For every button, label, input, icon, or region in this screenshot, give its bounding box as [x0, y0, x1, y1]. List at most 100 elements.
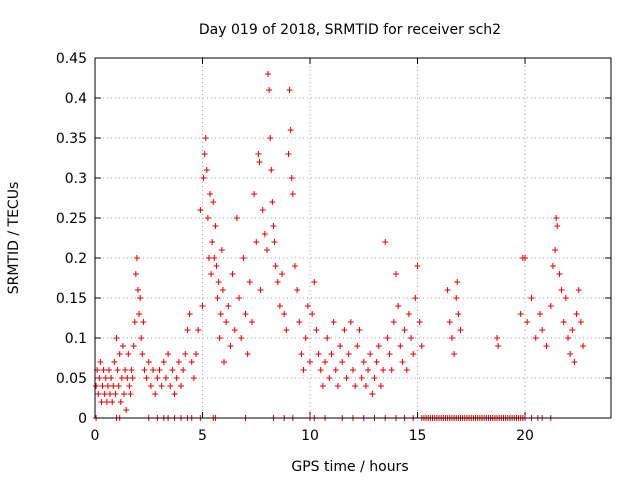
- data-point: [98, 399, 105, 405]
- y-tick-label: 0.4: [65, 91, 87, 107]
- data-point: [298, 351, 305, 357]
- x-tick-label: 5: [198, 428, 207, 444]
- data-point: [138, 335, 145, 341]
- data-point: [131, 319, 138, 325]
- data-point: [221, 359, 227, 365]
- data-point: [211, 255, 218, 261]
- data-point: [207, 191, 214, 197]
- data-point: [267, 135, 274, 141]
- data-point: [266, 87, 273, 93]
- data-point: [296, 319, 303, 325]
- data-point: [416, 319, 423, 325]
- data-point: [565, 335, 571, 341]
- data-point: [362, 383, 369, 389]
- data-point: [573, 311, 580, 317]
- data-point: [212, 223, 219, 229]
- data-point: [95, 391, 102, 397]
- data-point: [291, 263, 298, 269]
- data-point: [448, 335, 455, 341]
- data-point: [390, 319, 397, 325]
- data-point: [313, 327, 320, 333]
- data-point: [240, 255, 247, 261]
- data-point: [109, 399, 116, 405]
- data-point: [101, 391, 108, 397]
- data-point: [162, 375, 169, 381]
- y-tick-label: 0.45: [56, 51, 87, 67]
- data-point: [193, 351, 200, 357]
- data-point: [180, 367, 187, 373]
- data-point: [560, 319, 567, 325]
- data-point: [373, 359, 380, 365]
- data-point: [495, 343, 502, 349]
- data-point: [208, 271, 215, 277]
- data-point: [182, 351, 189, 357]
- data-point: [257, 287, 264, 293]
- data-point: [118, 375, 125, 381]
- data-point: [571, 359, 578, 365]
- data-point: [354, 343, 361, 349]
- data-point: [102, 375, 109, 381]
- data-point: [147, 383, 154, 389]
- data-point: [137, 295, 144, 301]
- data-point: [281, 311, 288, 317]
- data-point: [173, 375, 180, 381]
- data-point: [231, 327, 238, 333]
- data-point: [256, 159, 263, 165]
- data-point: [393, 271, 399, 277]
- data-point: [532, 335, 539, 341]
- data-point: [343, 375, 350, 381]
- data-point: [309, 311, 316, 317]
- data-point: [562, 295, 569, 301]
- data-point: [341, 327, 348, 333]
- data-point: [269, 199, 276, 205]
- data-point: [116, 351, 123, 357]
- data-point: [265, 71, 272, 77]
- data-point: [143, 375, 150, 381]
- data-point: [141, 367, 148, 373]
- data-point: [547, 303, 554, 309]
- data-point: [114, 367, 121, 373]
- data-point: [103, 399, 110, 405]
- data-point: [244, 351, 251, 357]
- data-point: [112, 391, 119, 397]
- data-point: [567, 351, 574, 357]
- data-point: [190, 375, 197, 381]
- data-point: [272, 263, 279, 269]
- data-point: [124, 375, 131, 381]
- data-point: [215, 279, 222, 285]
- data-point: [229, 271, 236, 277]
- data-point: [274, 279, 281, 285]
- data-point: [259, 207, 266, 213]
- data-point: [315, 351, 322, 357]
- data-point: [175, 359, 182, 365]
- data-point: [108, 375, 115, 381]
- data-point: [522, 255, 528, 261]
- data-point: [107, 391, 114, 397]
- data-point: [225, 303, 232, 309]
- x-axis: 0 5 10 15 20: [91, 58, 534, 444]
- data-point: [399, 359, 406, 365]
- data-point: [117, 399, 124, 405]
- data-point: [556, 271, 563, 277]
- data-point: [294, 287, 301, 293]
- data-point: [304, 303, 311, 309]
- data-point: [100, 367, 107, 373]
- data-point: [569, 327, 576, 333]
- data-point: [227, 343, 234, 349]
- data-point: [575, 287, 582, 293]
- data-point: [410, 351, 417, 357]
- data-point: [339, 359, 346, 365]
- data-point: [127, 391, 134, 397]
- data-point: [251, 191, 258, 197]
- data-point: [111, 359, 118, 365]
- data-point: [453, 295, 460, 301]
- data-point: [543, 343, 550, 349]
- data-point: [145, 359, 152, 365]
- data-point: [397, 343, 404, 349]
- chart-title: Day 019 of 2018, SRMTID for receiver sch…: [199, 22, 501, 38]
- data-point: [345, 351, 352, 357]
- data-point: [217, 311, 224, 317]
- data-point: [104, 383, 111, 389]
